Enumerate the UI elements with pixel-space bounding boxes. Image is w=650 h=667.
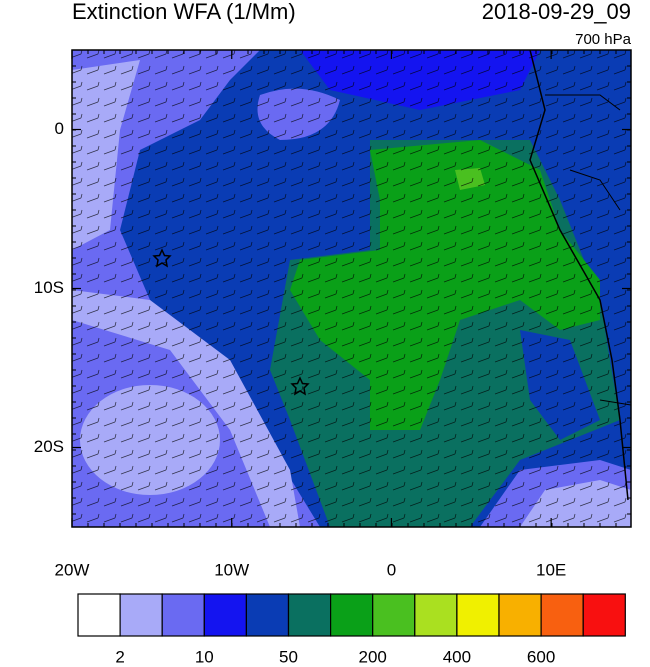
colorbar-box	[498, 593, 542, 637]
colorbar-box	[414, 593, 458, 637]
map-field	[72, 50, 631, 527]
colorbar-box	[330, 593, 374, 637]
x-tick-label: 20W	[55, 560, 90, 579]
colorbar-box	[287, 593, 332, 637]
colorbar-label: 400	[443, 647, 471, 666]
y-tick-label: 0	[55, 119, 64, 138]
colorbar-box	[245, 593, 290, 637]
time-label: 2018-09-29_09	[482, 0, 631, 24]
level-label: 700 hPa	[575, 31, 632, 48]
colorbar-box	[540, 593, 584, 637]
y-tick-label: 20S	[34, 437, 64, 456]
colorbar-label: 200	[359, 647, 387, 666]
colorbar-label: 10	[195, 647, 214, 666]
x-tick-label: 10E	[536, 560, 566, 579]
colorbar-box	[582, 593, 626, 637]
x-tick-label: 0	[387, 560, 396, 579]
colorbar-label: 50	[279, 647, 298, 666]
colorbar-label: 600	[527, 647, 555, 666]
colorbar-label: 2	[115, 647, 124, 666]
y-tick-label: 10S	[34, 278, 64, 297]
colorbar-box	[203, 593, 248, 637]
colorbar-box	[119, 593, 163, 637]
colorbar-box	[456, 593, 500, 637]
colorbar-box	[77, 593, 121, 637]
x-tick-label: 10W	[214, 560, 249, 579]
colorbar-box	[372, 593, 416, 637]
map-title: Extinction WFA (1/Mm)	[72, 0, 296, 24]
colorbar-box	[161, 593, 205, 637]
